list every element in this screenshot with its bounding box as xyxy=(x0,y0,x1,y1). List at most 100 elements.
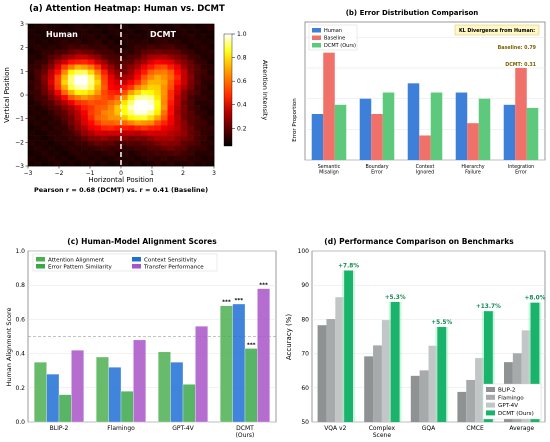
heatmap-cell xyxy=(180,115,188,121)
error-bar xyxy=(371,114,383,160)
alignment-bar xyxy=(58,394,72,423)
heatmap-cell xyxy=(167,115,175,121)
heatmap-cell xyxy=(187,29,195,35)
heatmap-cell xyxy=(101,59,109,65)
alignment-scores-plot: 0.0 0.2 0.4 0.6 0.8 1.0 BLIP-2 Flamingo GPT-4V **… xyxy=(15,248,277,439)
heatmap-cell xyxy=(167,49,175,55)
heatmap-cell xyxy=(154,89,162,96)
heatmap-cell xyxy=(134,49,142,55)
heatmap-cell xyxy=(154,84,162,91)
heatmap-cell xyxy=(134,39,142,45)
heatmap-cell xyxy=(194,44,202,50)
alignment-bar xyxy=(120,391,134,423)
heatmap-cell xyxy=(127,79,135,86)
heatmap-cell xyxy=(200,89,208,96)
kl-divergence-baseline: Baseline: 0.79 xyxy=(498,45,537,51)
heatmap-cell xyxy=(47,24,55,30)
error-bar xyxy=(407,83,420,160)
heatmap-cell xyxy=(54,125,62,131)
heatmap-cell xyxy=(134,135,142,141)
legend-swatch xyxy=(486,402,495,408)
heatmap-cell xyxy=(41,105,49,111)
heatmap-cell xyxy=(54,74,62,81)
heatmap-cell xyxy=(107,29,115,35)
heatmap-cell xyxy=(74,44,82,50)
heatmap-cell xyxy=(134,130,142,136)
heatmap-cell xyxy=(140,95,148,101)
error-distribution-panel: (b) Error Distribution Comparison Semant… xyxy=(292,9,546,176)
benchmark-bar xyxy=(530,302,540,422)
heatmap-cell xyxy=(200,69,208,76)
legend-label: Baseline xyxy=(324,36,345,42)
heatmap-cell xyxy=(187,130,195,136)
heatmap-cell xyxy=(101,89,109,96)
heatmap-cell xyxy=(160,39,168,45)
heatmap-cell xyxy=(134,34,142,40)
heatmap-cell xyxy=(101,140,109,147)
alignment-bar xyxy=(46,373,60,423)
heatmap-cell xyxy=(207,49,215,55)
heatmap-cell xyxy=(140,84,148,91)
benchmark-bar xyxy=(466,379,476,422)
heatmap-cell xyxy=(47,34,55,40)
kl-divergence-dcmt: DCMT: 0.31 xyxy=(505,62,536,68)
kl-divergence-title: KL Divergence from Human: xyxy=(459,28,535,34)
heatmap-cell xyxy=(74,34,82,40)
heatmap-cell xyxy=(207,145,215,152)
heatmap-cell xyxy=(154,145,162,152)
heatmap-cell xyxy=(54,160,62,167)
heatmap-cell xyxy=(187,59,195,65)
heatmap-cell xyxy=(61,120,69,126)
heatmap-cell xyxy=(54,59,62,65)
legend-box xyxy=(32,253,218,272)
heatmap-cell xyxy=(174,34,182,40)
heatmap-cell xyxy=(41,44,49,50)
benchmark-bar xyxy=(381,320,391,422)
y-tick-label: 2 xyxy=(20,45,24,52)
heatmap-cell xyxy=(174,59,182,65)
heatmap-cell xyxy=(180,79,188,86)
heatmap-cell xyxy=(101,160,109,167)
improvement-label: +8.0% xyxy=(525,296,546,302)
heatmap-cell xyxy=(54,89,62,96)
y-tick-label: −1 xyxy=(15,116,24,123)
heatmap-cell xyxy=(200,135,208,141)
heatmap-cell xyxy=(28,34,35,40)
heatmap-cell xyxy=(167,135,175,141)
heatmap-cell xyxy=(61,64,69,70)
heatmap-cell xyxy=(54,145,62,152)
heatmap-cell xyxy=(121,135,128,141)
heatmap-cell xyxy=(200,150,208,157)
heatmap-cell xyxy=(194,79,202,86)
heatmap-cell xyxy=(87,155,95,162)
heatmap-cell xyxy=(167,84,175,91)
heatmap-cell xyxy=(61,49,69,55)
heatmap-cell xyxy=(147,89,155,96)
heatmap-cell xyxy=(94,74,102,81)
heatmap-cell xyxy=(167,110,175,116)
heatmap-cell xyxy=(127,160,135,167)
heatmap-cell xyxy=(87,69,95,76)
legend-label: Flamingo xyxy=(498,395,524,401)
heatmap-cell xyxy=(28,110,35,116)
heatmap-cell xyxy=(67,39,75,45)
benchmark-bar xyxy=(326,319,336,422)
heatmap-cell xyxy=(174,110,182,116)
heatmap-cell xyxy=(174,89,182,96)
heatmap-cell xyxy=(207,74,215,81)
heatmap-cell xyxy=(147,150,155,157)
heatmap-cell xyxy=(207,135,215,141)
heatmap-cell xyxy=(154,59,162,65)
heatmap-cell xyxy=(180,24,188,30)
heatmap-cell xyxy=(94,84,102,91)
heatmap-cell xyxy=(47,49,55,55)
heatmap-cell xyxy=(34,155,42,162)
heatmap-cell xyxy=(140,160,148,167)
alignment-bar xyxy=(96,356,109,423)
heatmap-cell xyxy=(41,115,49,121)
heatmap-cell xyxy=(174,140,182,147)
heatmap-cell xyxy=(107,140,115,147)
heatmap-cell xyxy=(101,39,109,45)
heatmap-cell xyxy=(147,74,155,81)
heatmap-cell xyxy=(54,49,62,55)
